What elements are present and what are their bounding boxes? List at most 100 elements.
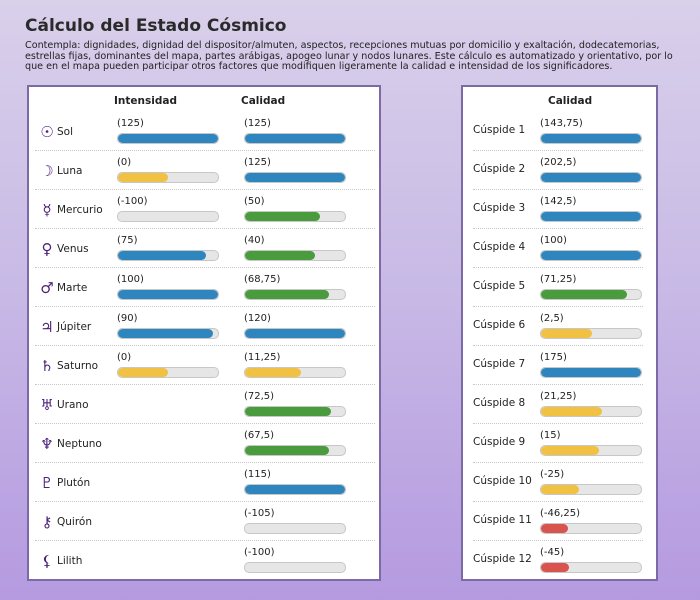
page-description: Contempla: dignidades, dignidad del disp… — [25, 40, 673, 73]
planets-panel: Intensidad Calidad ☉ Sol (125) (125) ☽ Luna (0… — [27, 85, 381, 581]
meter: (0) — [117, 351, 219, 378]
meter: (120) — [244, 312, 346, 339]
meter-fill — [541, 134, 641, 143]
meter-value: (-25) — [540, 469, 565, 480]
meter-track — [540, 211, 642, 222]
cusp-name: Cúspide 5 — [473, 280, 526, 292]
meter-value: (90) — [117, 313, 138, 324]
meter-value: (175) — [540, 352, 567, 363]
planet-label: ♆ Neptuno — [39, 435, 102, 453]
planet-row: ♅ Urano (72,5) — [35, 384, 375, 424]
planet-row: ♀ Venus (75) (40) — [35, 228, 375, 268]
planet-label: ♄ Saturno — [39, 357, 98, 375]
meter-fill — [541, 173, 641, 182]
meter-value: (71,25) — [540, 274, 577, 285]
meter-fill — [245, 329, 345, 338]
meter-fill — [541, 407, 602, 416]
moon-icon: ☽ — [40, 162, 54, 180]
meter-fill — [541, 368, 641, 377]
planet-name: Neptuno — [57, 438, 102, 450]
meter-track — [244, 367, 346, 378]
cusp-row: Cúspide 12 (-45) — [473, 540, 643, 579]
planet-name: Mercurio — [57, 204, 103, 216]
cusp-name: Cúspide 12 — [473, 553, 532, 565]
planet-name: Marte — [57, 282, 88, 294]
planet-row: ⚷ Quirón (-105) — [35, 501, 375, 541]
meter-track — [244, 406, 346, 417]
planet-row: ♆ Neptuno (67,5) — [35, 423, 375, 463]
meter-track — [244, 211, 346, 222]
meter: (-45) — [540, 546, 642, 573]
meter-track — [117, 211, 219, 222]
cusp-name: Cúspide 9 — [473, 436, 526, 448]
meter: (-46,25) — [540, 507, 642, 534]
cusp-row: Cúspide 10 (-25) — [473, 462, 643, 502]
planet-name: Venus — [57, 243, 89, 255]
cusp-name: Cúspide 2 — [473, 163, 526, 175]
planet-row: ☽ Luna (0) (125) — [35, 150, 375, 190]
meter: (40) — [244, 234, 346, 261]
cusp-row: Cúspide 9 (15) — [473, 423, 643, 463]
meter-fill — [118, 329, 213, 338]
meter-fill — [541, 212, 641, 221]
meter-value: (50) — [244, 196, 265, 207]
meter-value: (67,5) — [244, 430, 275, 441]
meter-track — [540, 562, 642, 573]
sun-icon: ☉ — [40, 123, 54, 141]
meter: (0) — [117, 156, 219, 183]
meter-fill — [245, 134, 345, 143]
meter-fill — [245, 212, 320, 221]
meter-value: (100) — [117, 274, 144, 285]
mars-icon: ♂ — [40, 279, 54, 297]
meter-value: (125) — [244, 157, 271, 168]
planet-name: Luna — [57, 165, 83, 177]
meter-value: (75) — [117, 235, 138, 246]
meter-track — [540, 250, 642, 261]
cusp-name: Cúspide 10 — [473, 475, 532, 487]
meter-track — [540, 328, 642, 339]
planet-name: Quirón — [57, 516, 93, 528]
meter-value: (-46,25) — [540, 508, 581, 519]
planet-row: ♇ Plutón (115) — [35, 462, 375, 502]
meter-fill — [245, 173, 345, 182]
meter-fill — [541, 485, 579, 494]
meter: (125) — [117, 117, 219, 144]
planet-name: Sol — [57, 126, 74, 138]
lilith-icon: ⚸ — [41, 552, 53, 570]
venus-icon: ♀ — [41, 240, 53, 258]
cusp-row: Cúspide 1 (143,75) — [473, 111, 643, 151]
meter-fill — [541, 329, 592, 338]
meter-track — [244, 523, 346, 534]
meter-fill — [118, 134, 218, 143]
planet-row: ☿ Mercurio (-100) (50) — [35, 189, 375, 229]
cusp-row: Cúspide 3 (142,5) — [473, 189, 643, 229]
meter-value: (0) — [117, 157, 132, 168]
planet-label: ☽ Luna — [39, 162, 82, 180]
meter-value: (68,75) — [244, 274, 281, 285]
chiron-icon: ⚷ — [41, 513, 53, 531]
cusp-row: Cúspide 8 (21,25) — [473, 384, 643, 424]
meter-track — [540, 523, 642, 534]
cusp-row: Cúspide 4 (100) — [473, 228, 643, 268]
planet-label: ♃ Júpiter — [39, 318, 91, 336]
meter-value: (125) — [117, 118, 144, 129]
cusp-name: Cúspide 3 — [473, 202, 526, 214]
meter-fill — [245, 446, 329, 455]
planet-row: ♂ Marte (100) (68,75) — [35, 267, 375, 307]
meter-value: (21,25) — [540, 391, 577, 402]
planet-row: ♄ Saturno (0) (11,25) — [35, 345, 375, 385]
meter-value: (15) — [540, 430, 561, 441]
meter-fill — [541, 446, 599, 455]
meter-value: (40) — [244, 235, 265, 246]
meter-fill — [245, 290, 329, 299]
meter-track — [117, 289, 219, 300]
meter-track — [244, 328, 346, 339]
cusp-row: Cúspide 2 (202,5) — [473, 150, 643, 190]
meter-fill — [245, 407, 331, 416]
planet-name: Saturno — [57, 360, 99, 372]
meter-fill — [118, 368, 168, 377]
planet-row: ☉ Sol (125) (125) — [35, 111, 375, 151]
meter-track — [117, 250, 219, 261]
meter-track — [244, 133, 346, 144]
meter-track — [244, 250, 346, 261]
